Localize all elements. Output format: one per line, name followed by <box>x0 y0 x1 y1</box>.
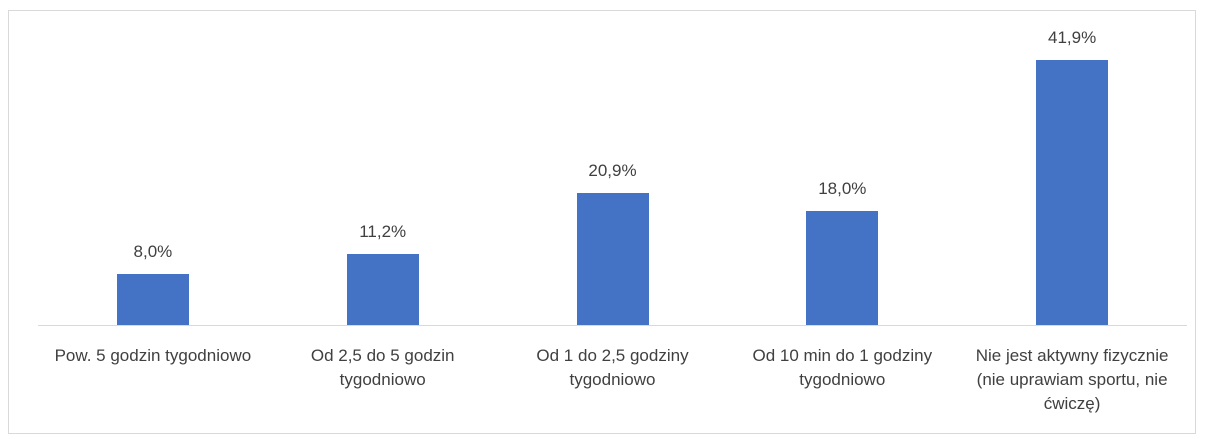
x-axis-line <box>38 325 1187 326</box>
bar <box>116 274 189 325</box>
data-label: 18,0% <box>818 179 867 199</box>
bar <box>806 211 879 325</box>
data-label: 8,0% <box>133 242 173 262</box>
x-tick-label: Od 1 do 2,5 godziny tygodniowo <box>536 346 689 389</box>
x-tick-label: Od 2,5 do 5 godzin tygodniowo <box>310 346 455 389</box>
chart-frame <box>8 10 1196 434</box>
x-tick-label: Nie jest aktywny fizycznie (nie uprawiam… <box>975 346 1169 413</box>
data-label: 20,9% <box>588 160 637 180</box>
data-label: 11,2% <box>359 222 407 242</box>
bar <box>346 254 419 325</box>
bar <box>576 192 649 325</box>
bar <box>1036 60 1109 325</box>
data-label: 41,9% <box>1047 28 1097 47</box>
x-tick-label: Pow. 5 godzin tygodniowo <box>54 346 252 365</box>
x-tick-label: Od 10 min do 1 godziny tygodniowo <box>752 346 933 389</box>
